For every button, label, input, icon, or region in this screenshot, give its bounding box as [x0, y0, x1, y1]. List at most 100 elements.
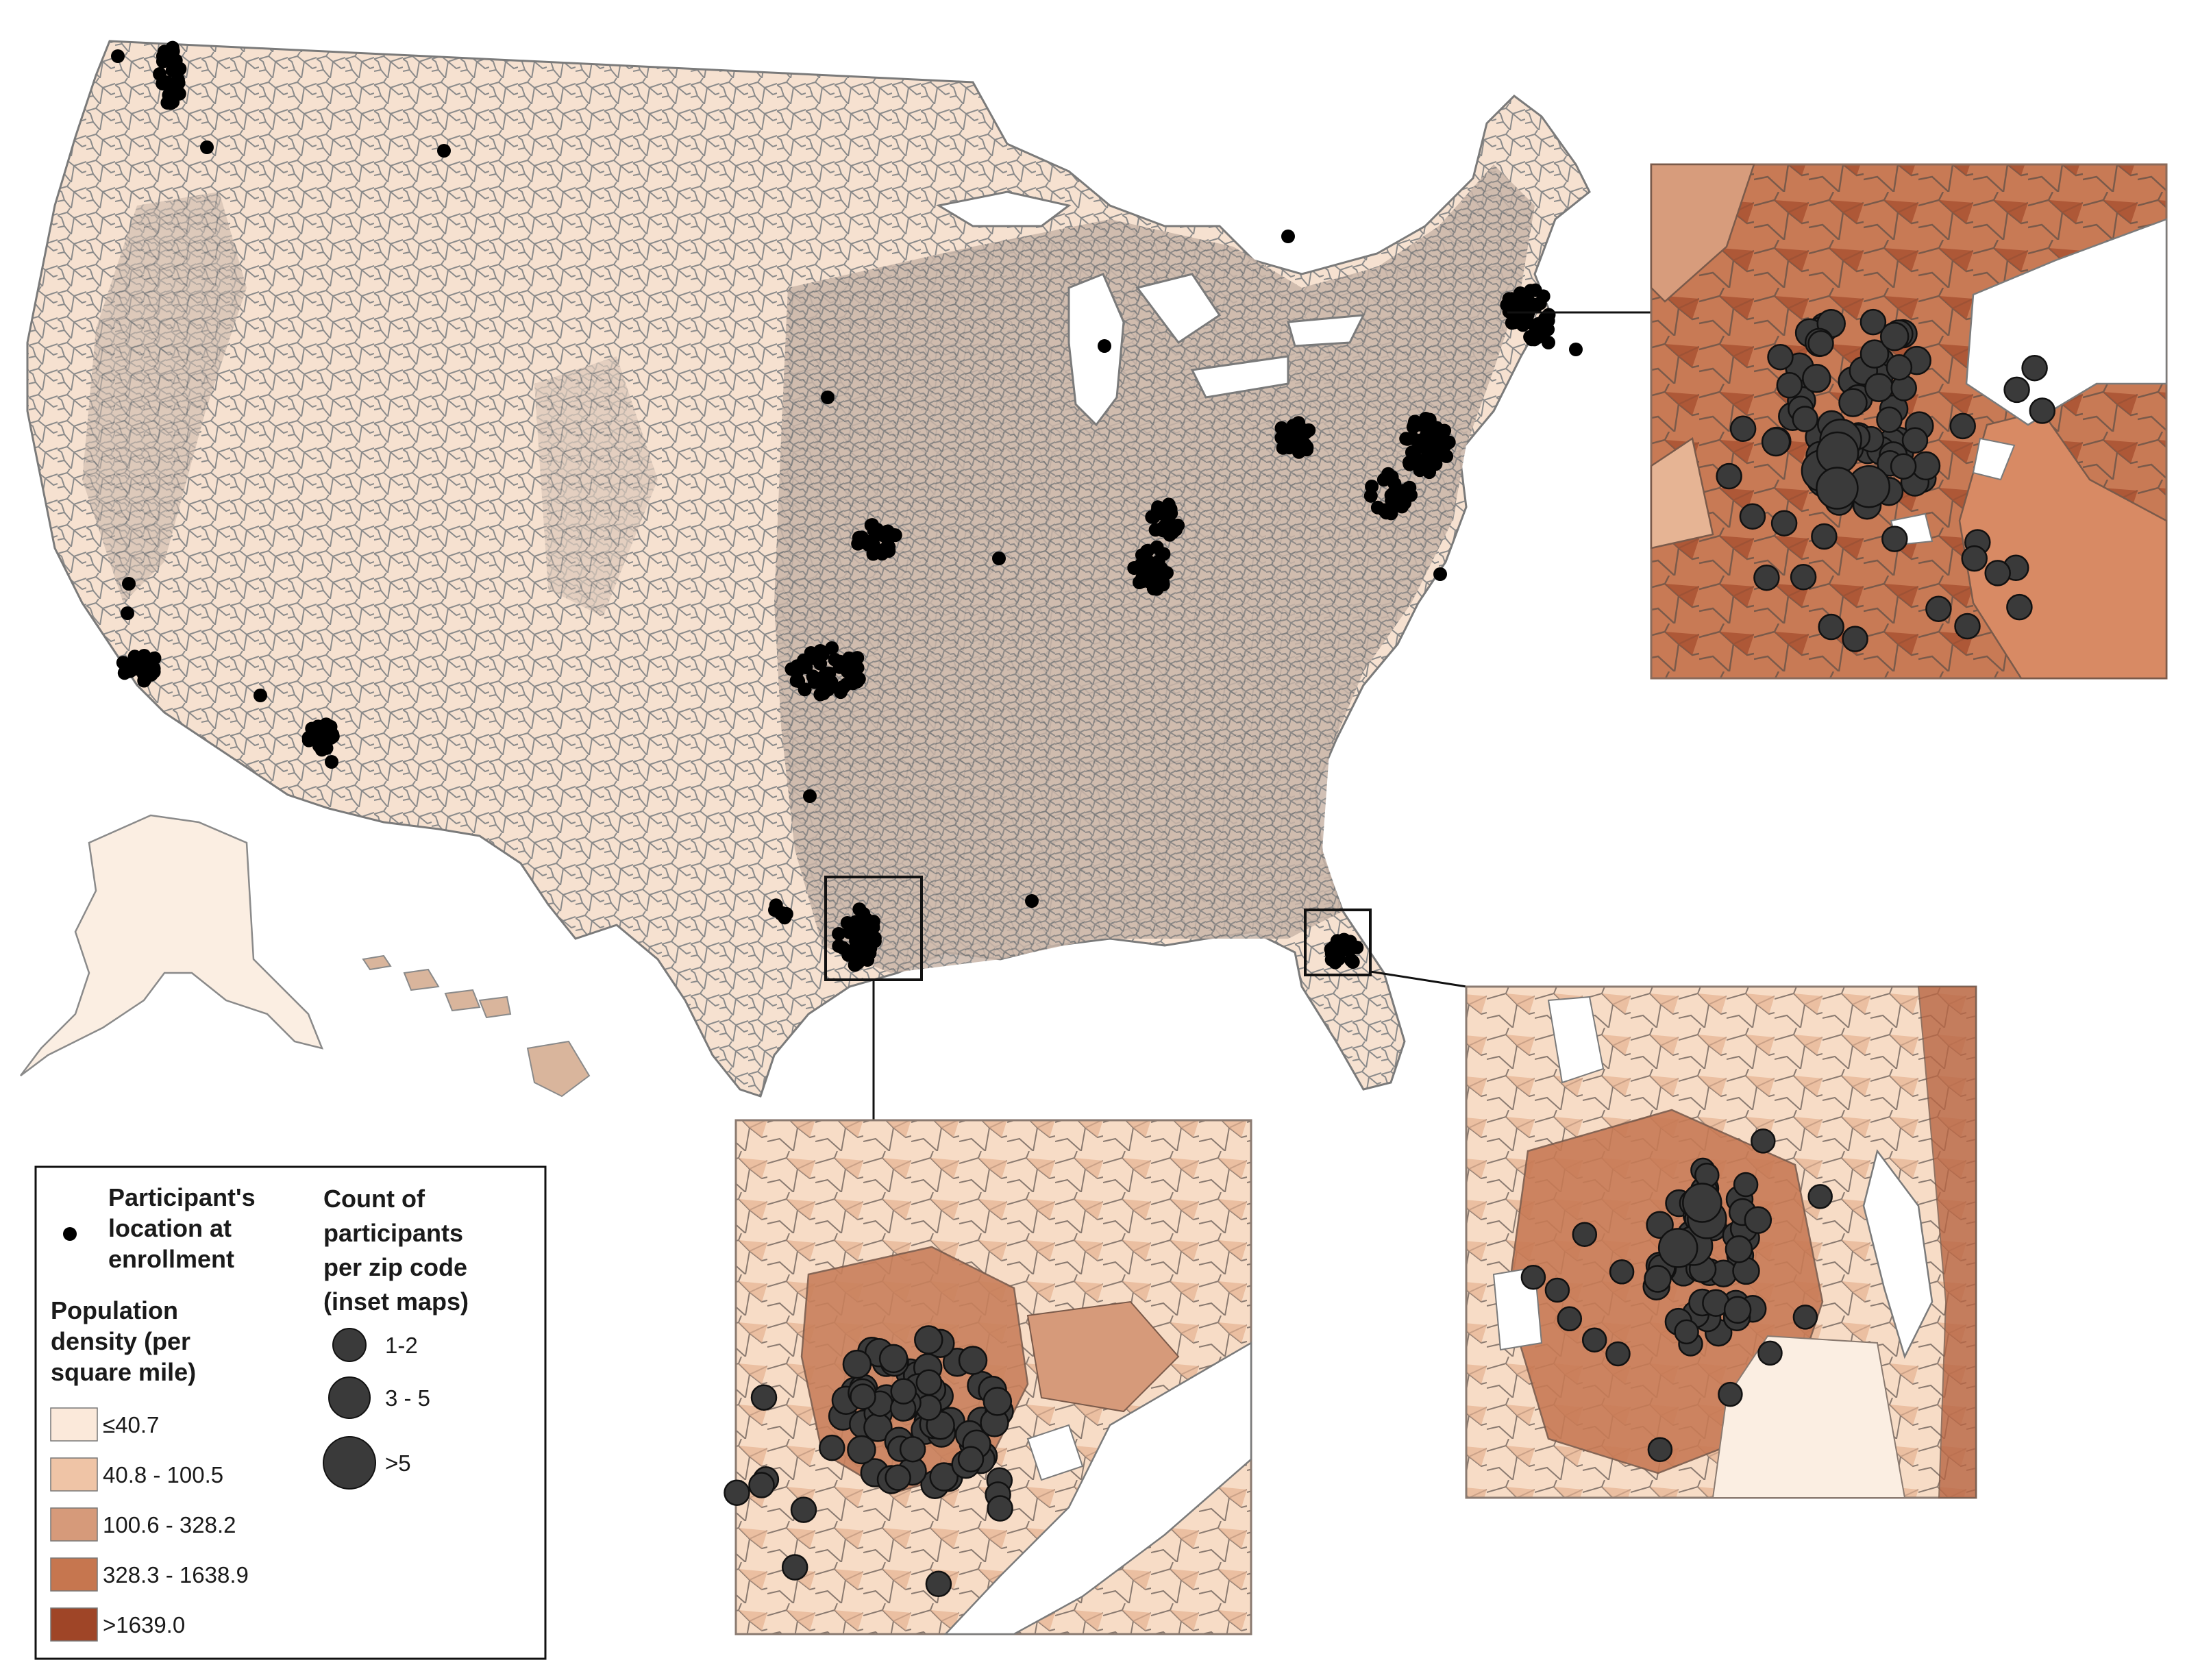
participant-dot — [865, 518, 880, 532]
participant-dot — [1146, 571, 1160, 586]
inset-participant-dot — [1581, 1327, 1607, 1352]
participant-dot — [856, 532, 870, 547]
inset-participant-dot — [1901, 427, 1929, 454]
participant-label-line-2: location at — [108, 1214, 232, 1242]
participant-dot — [171, 76, 186, 90]
participant-dot — [1161, 509, 1176, 523]
inset-participant-dot — [899, 1435, 926, 1463]
density-swatch-1 — [50, 1407, 98, 1442]
inset-participant-dot — [1647, 1437, 1673, 1462]
inset-participant-dot — [1744, 1206, 1772, 1234]
inset-participant-dot — [1864, 373, 1894, 403]
inset-participant-dot — [1811, 523, 1838, 550]
count-symbol-large — [323, 1436, 376, 1490]
participant-dot — [122, 577, 136, 591]
participant-dot — [1342, 943, 1356, 958]
inset-participant-dot — [1886, 354, 1913, 381]
participant-dot — [1518, 292, 1533, 306]
inset-participant-dot — [2021, 354, 2048, 382]
density-swatch-2 — [50, 1457, 98, 1492]
participant-dot — [1281, 230, 1295, 243]
inset-participant-dot — [1753, 564, 1780, 591]
inset-participant-dot — [724, 1479, 750, 1506]
participant-dot — [825, 641, 839, 655]
inset-participant-dot — [847, 1435, 876, 1465]
inset-participant-dot — [1949, 412, 1976, 440]
inset-participant-dot — [1807, 330, 1834, 357]
inset-participant-dot — [987, 1495, 1013, 1522]
participant-dot — [254, 689, 267, 702]
inset-participant-dot — [914, 1325, 943, 1355]
participant-dot — [160, 75, 174, 90]
participant-dot — [1139, 544, 1154, 558]
participant-dot — [1420, 453, 1433, 467]
participant-dot — [1437, 423, 1452, 438]
participant-dot — [1335, 934, 1349, 948]
participant-dot — [848, 915, 863, 929]
inset-participant-dot — [748, 1472, 775, 1498]
count-symbol-small — [332, 1328, 367, 1362]
count-label-medium: 3 - 5 — [385, 1385, 430, 1411]
legend: Participant's location at enrollment Pop… — [34, 1165, 547, 1660]
count-label-large: >5 — [385, 1450, 411, 1476]
participant-dot — [1098, 339, 1111, 353]
count-title-line-1: Count of — [323, 1185, 425, 1213]
inset-participant-dot — [1790, 564, 1817, 591]
inset-participant-dot — [1876, 406, 1903, 433]
boston-inset — [1650, 163, 2168, 680]
participant-dot — [992, 552, 1006, 565]
inset-participant-dot — [1605, 1341, 1631, 1367]
participant-dots-main — [111, 40, 1583, 972]
participant-dot — [1025, 894, 1039, 908]
participant-label-line-3: enrollment — [108, 1245, 234, 1273]
participant-dot — [1292, 416, 1306, 430]
density-title-line-3: square mile) — [51, 1358, 196, 1386]
density-label-5: >1639.0 — [103, 1612, 185, 1638]
participant-dot — [121, 606, 134, 620]
participant-dot — [1406, 420, 1420, 434]
participant-dot — [122, 664, 136, 678]
inset-participant-dot — [1816, 467, 1859, 510]
inset-participant-dot — [1925, 595, 1952, 622]
inset-participant-dot — [1890, 453, 1917, 480]
participant-dot — [1381, 467, 1396, 481]
inset-participant-dot — [1520, 1264, 1546, 1290]
count-title-line-4: (inset maps) — [323, 1287, 469, 1315]
inset-participant-dot — [1674, 1319, 1699, 1345]
count-title-line-2: participants — [323, 1219, 463, 1247]
inset-participant-dot — [983, 1387, 1013, 1416]
participant-dot — [854, 946, 868, 960]
inset-participant-dot — [1646, 1211, 1674, 1239]
participant-dot — [309, 732, 323, 747]
inset-participant-dot — [2029, 397, 2056, 424]
inset-participant-dot — [929, 1462, 959, 1492]
participant-dot — [1442, 435, 1456, 449]
participant-dot — [803, 789, 817, 803]
hawaii — [362, 954, 591, 1098]
inset-participant-dot — [1682, 1183, 1722, 1223]
participant-dot — [834, 685, 848, 700]
participant-dot — [200, 140, 214, 154]
participant-dot — [816, 687, 830, 700]
participant-dot — [1135, 570, 1150, 584]
participant-dot — [1505, 316, 1519, 330]
orlando-inset — [1465, 985, 1977, 1499]
participant-dot — [1365, 480, 1379, 493]
inset-participant-dot — [2003, 376, 2030, 404]
participant-dot — [1283, 441, 1296, 455]
inset-participant-dot — [1757, 1340, 1783, 1366]
participant-dot — [866, 920, 880, 935]
inset-participant-dot — [1761, 427, 1791, 457]
participant-dot — [1324, 946, 1339, 961]
inset-participant-dot — [2006, 593, 2033, 621]
participant-dot — [796, 660, 811, 674]
participant-dot — [1418, 412, 1433, 425]
participant-dot — [111, 49, 125, 63]
inset-participant-dot — [890, 1378, 917, 1405]
density-title-line-2: density (per — [51, 1327, 190, 1355]
inset-participant-dot — [1751, 1128, 1776, 1154]
participant-dot — [1395, 499, 1409, 514]
density-label-1: ≤40.7 — [103, 1412, 159, 1437]
inset-participant-dot — [1609, 1259, 1635, 1285]
